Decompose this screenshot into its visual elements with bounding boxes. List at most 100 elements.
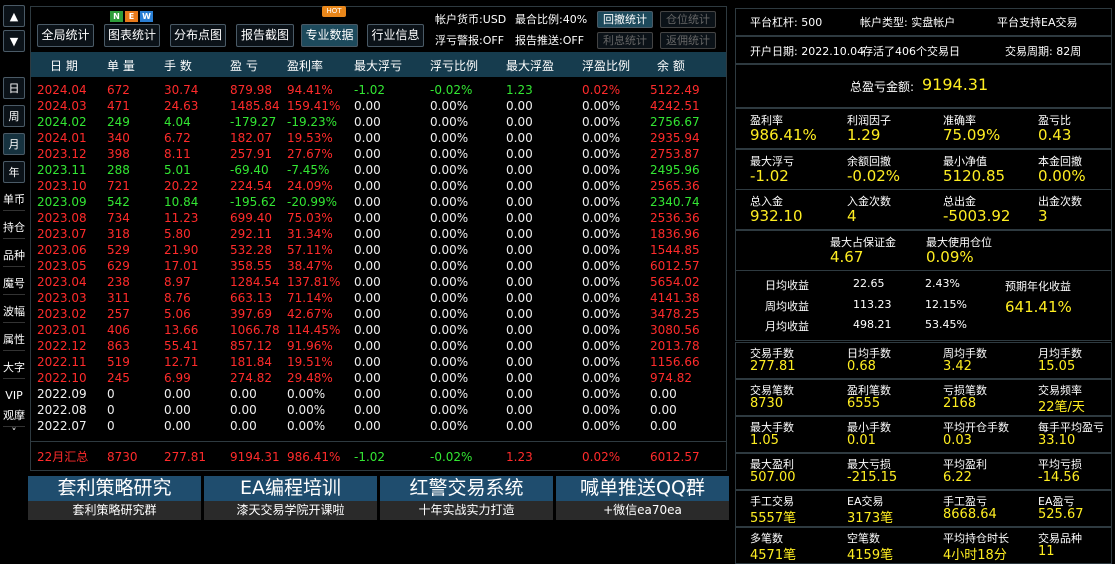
table-cell: 699.40	[230, 211, 272, 225]
stat-label: 最小净值	[943, 154, 987, 168]
total-cell: -0.02%	[430, 450, 473, 464]
toolbar-button[interactable]: 行业信息	[367, 24, 424, 47]
table-cell: 0.00	[354, 147, 381, 161]
table-cell: 30.74	[164, 83, 199, 97]
stat-value: 15.05	[1038, 359, 1076, 374]
arrow-button[interactable]: ▲	[3, 5, 25, 27]
table-cell: 2023.04	[37, 275, 87, 289]
table-cell: 181.84	[230, 355, 272, 369]
toggle-button[interactable]: 回撤统计	[597, 11, 653, 28]
banner-title[interactable]: 套利策略研究	[28, 476, 201, 501]
table-cell: 0.00	[506, 339, 533, 353]
column-header: 盈利率	[287, 59, 324, 73]
table-cell: 2935.94	[650, 131, 700, 145]
menu-button[interactable]: 大字	[3, 357, 25, 379]
toolbar-button[interactable]: 分布点图	[170, 24, 226, 47]
menu-button[interactable]: 品种	[3, 245, 25, 267]
table-cell: 0.00	[354, 355, 381, 369]
stat-label: 准确率	[943, 114, 976, 127]
panel-info: 帐户类型: 实盘帐户	[860, 16, 956, 29]
table-cell: 2024.02	[37, 115, 87, 129]
banner-subtitle[interactable]: 漆天交易学院开课啦	[204, 501, 377, 520]
stat-label: 平均盈利	[943, 458, 987, 471]
toggle-button[interactable]: 仓位统计	[660, 11, 716, 28]
banner-subtitle[interactable]: 十年实战实力打造	[380, 501, 553, 520]
period-button[interactable]: 月	[3, 133, 25, 155]
table-cell: 0.00%	[430, 131, 469, 145]
table-cell: 397.69	[230, 307, 272, 321]
table-cell: 471	[107, 99, 130, 113]
menu-button[interactable]: 属性	[3, 329, 25, 351]
stat-label: 手工交易	[750, 495, 794, 508]
banner-subtitle[interactable]: 套利策略研究群	[28, 501, 201, 520]
table-cell: 0.00%	[430, 243, 469, 257]
stat-label: 交易笔数	[750, 384, 794, 397]
stat-value: 3	[1038, 207, 1048, 225]
table-cell: 4242.51	[650, 99, 700, 113]
toolbar-button[interactable]: 全局统计	[37, 24, 94, 47]
toolbar-button[interactable]: 报告截图	[236, 24, 294, 47]
table-cell: 542	[107, 195, 130, 209]
banner-subtitle[interactable]: +微信ea70ea	[556, 501, 729, 520]
table-cell: 0.00	[506, 195, 533, 209]
table-cell: 0.00%	[287, 403, 326, 417]
table-cell: 0.00%	[430, 339, 469, 353]
table-cell: 114.45%	[287, 323, 341, 337]
banner-title[interactable]: 喊单推送QQ群	[556, 476, 729, 501]
table-cell: 0.00	[506, 387, 533, 401]
stat-label: 空笔数	[847, 532, 880, 545]
table-cell: 0.00%	[582, 115, 621, 129]
panel-section	[735, 379, 1112, 416]
table-cell: 10.84	[164, 195, 199, 209]
table-cell: 2022.12	[37, 339, 87, 353]
table-cell: 4141.38	[650, 291, 700, 305]
table-cell: 0.00%	[430, 355, 469, 369]
menu-button[interactable]: 波幅	[3, 301, 25, 323]
table-header-band	[31, 52, 726, 77]
table-cell: 0.00	[164, 419, 191, 433]
table-cell: 1544.85	[650, 243, 700, 257]
table-cell: 249	[107, 115, 130, 129]
period-button[interactable]: 日	[3, 77, 25, 99]
table-cell: 0.00%	[430, 227, 469, 241]
table-cell: 75.03%	[287, 211, 333, 225]
arrow-button[interactable]: ▼	[3, 30, 25, 52]
table-cell: 0.00%	[430, 179, 469, 193]
menu-button[interactable]: VIP	[3, 385, 25, 407]
menu-button[interactable]: 单币	[3, 189, 25, 211]
table-cell: -0.02%	[430, 83, 473, 97]
table-cell: 2023.12	[37, 147, 87, 161]
toggle-button[interactable]: 利息统计	[597, 32, 653, 49]
table-cell: 532.28	[230, 243, 272, 257]
period-button[interactable]: 周	[3, 105, 25, 127]
table-cell: 20.22	[164, 179, 199, 193]
banner-title[interactable]: 红警交易系统	[380, 476, 553, 501]
banner-title[interactable]: EA编程培训	[204, 476, 377, 501]
table-cell: 0.00	[354, 339, 381, 353]
stat-value: 6.22	[943, 470, 972, 485]
stat-value: 3173笔	[847, 511, 894, 526]
menu-button[interactable]: 魔号	[3, 273, 25, 295]
stat-label: 最大占保证金	[830, 235, 896, 249]
stat-label: 出金次数	[1038, 195, 1082, 208]
table-cell: 0.00%	[430, 147, 469, 161]
table-cell: 17.01	[164, 259, 199, 273]
table-cell: 0.00	[230, 387, 257, 401]
toggle-button[interactable]: 返佣统计	[660, 32, 716, 49]
menu-button[interactable]: 持仓	[3, 217, 25, 239]
table-cell: 2022.09	[37, 387, 87, 401]
period-button[interactable]: 年	[3, 161, 25, 183]
table-cell: 2024.01	[37, 131, 87, 145]
menu-button[interactable]: 观摩	[3, 405, 25, 427]
toolbar-button[interactable]: 专业数据	[301, 24, 358, 47]
stat-label: EA交易	[847, 495, 884, 508]
panel-info: 平台支持EA交易	[997, 16, 1078, 29]
table-cell: 6.99	[164, 371, 191, 385]
table-cell: 0.00%	[430, 371, 469, 385]
more-button[interactable]: ˅	[11, 426, 17, 439]
average-value: 498.21	[853, 318, 892, 331]
stat-label: 盈利率	[750, 114, 783, 127]
average-value: 113.23	[853, 297, 892, 311]
toolbar-button[interactable]: 图表统计	[104, 24, 160, 47]
table-cell: 5.01	[164, 163, 191, 177]
